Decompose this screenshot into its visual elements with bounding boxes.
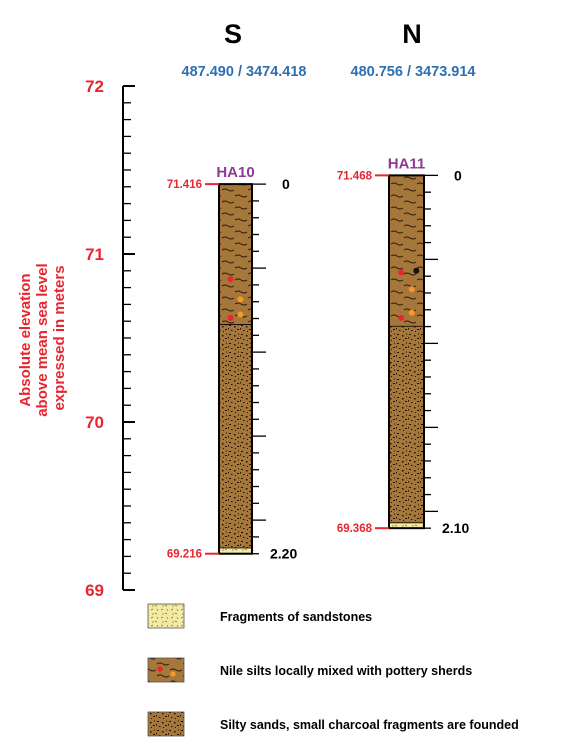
depth-bottom-label: 2.10 [442, 520, 469, 536]
bottom-elevation-label: 69.368 [337, 523, 373, 535]
direction-north-label: N [402, 19, 422, 49]
legend-swatch [147, 711, 185, 737]
core-id-label: HA10 [216, 164, 254, 181]
axis-ticks [123, 85, 135, 591]
layer-nile-silts [389, 175, 424, 327]
inclusion-pottery-orange [237, 296, 244, 303]
legend-item-sandstones: Fragments of sandstones [147, 603, 372, 629]
top-elevation-label: 71.416 [167, 179, 202, 191]
cores: HA10 71.416 69.216 0 2.20 HA11 71.468 69.368 0 2.… [167, 155, 470, 561]
direction-south-label: S [224, 19, 242, 49]
inclusion-pottery-red [398, 269, 405, 276]
axis-tick-label: 72 [85, 77, 104, 96]
legend: Fragments of sandstones Nile silts locall… [147, 603, 519, 737]
core-id-label: HA11 [388, 155, 426, 172]
inclusion-pottery-red [398, 314, 405, 321]
axis-tick-label: 70 [85, 413, 104, 432]
axis-title-line-3: expressed in meters [51, 265, 68, 410]
depth-top-label: 0 [454, 167, 462, 183]
inclusion-pottery-orange [408, 309, 415, 316]
core-ha10: HA10 71.416 69.216 0 2.20 [167, 164, 298, 562]
axis-tick-labels: 69 70 71 72 [85, 77, 104, 600]
legend-label: Nile silts locally mixed with pottery sh… [220, 664, 472, 678]
axis-title: Absolute elevation above mean sea level … [17, 259, 68, 417]
north-coordinates: 480.756 / 3473.914 [351, 64, 476, 80]
inclusion-charcoal [413, 267, 420, 274]
axis-title-line-2: above mean sea level [34, 263, 51, 416]
legend-sherd-marker [170, 671, 176, 677]
legend-item-nile-silts: Nile silts locally mixed with pottery sh… [147, 657, 472, 683]
legend-label: Silty sands, small charcoal fragments ar… [220, 718, 519, 732]
axis-tick-label: 71 [85, 245, 104, 264]
layer-sandstones [389, 522, 424, 529]
bottom-elevation-label: 69.216 [167, 549, 202, 561]
legend-label: Fragments of sandstones [220, 610, 372, 624]
layer-nile-silts [219, 184, 252, 325]
legend-swatch [147, 603, 185, 629]
legend-swatch [147, 657, 185, 683]
inclusion-pottery-orange [237, 311, 244, 318]
layer-sandstones [219, 548, 252, 554]
inclusion-pottery-red [227, 314, 234, 321]
core-ha11: HA11 71.468 69.368 0 2.10 [337, 155, 470, 536]
top-elevation-label: 71.468 [337, 170, 373, 182]
layer-silty-sands [219, 324, 252, 548]
legend-item-silty-sands: Silty sands, small charcoal fragments ar… [147, 711, 519, 737]
inclusion-pottery-orange [408, 286, 415, 293]
depth-bottom-label: 2.20 [270, 546, 297, 562]
elevation-axis: 69 70 71 72 Absolute elevation above mean s… [17, 77, 135, 600]
legend-sherd-marker [157, 666, 163, 672]
axis-tick-label: 69 [85, 581, 104, 600]
south-coordinates: 487.490 / 3474.418 [182, 64, 307, 80]
layer-silty-sands [389, 326, 424, 523]
axis-title-line-1: Absolute elevation [17, 273, 34, 406]
depth-top-label: 0 [282, 176, 290, 192]
core-outline [388, 174, 425, 530]
inclusion-pottery-red [227, 276, 234, 283]
